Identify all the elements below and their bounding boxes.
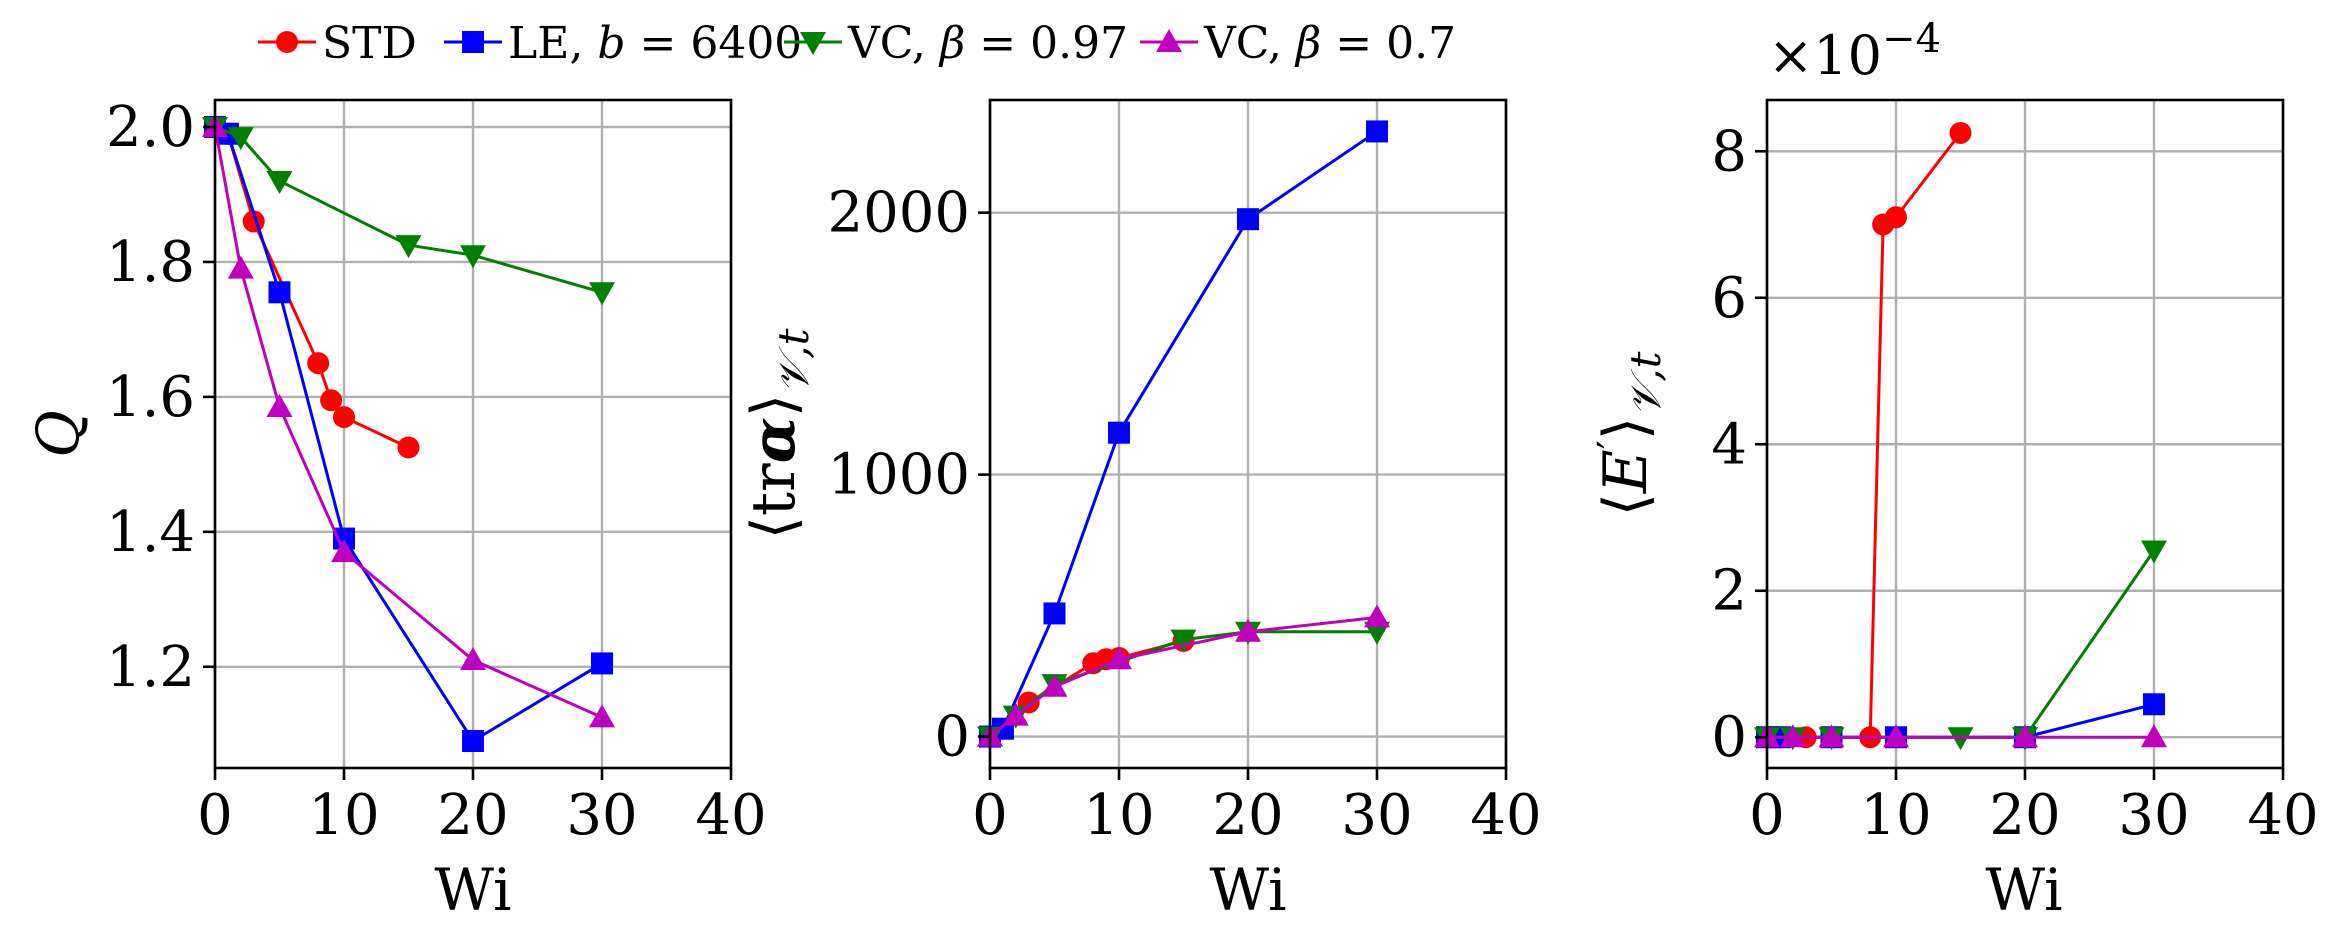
panel-q-series-2-point-1 — [227, 127, 254, 151]
panel-tralpha-ylabel: ⟨trα⟩𝒱,t — [739, 328, 818, 539]
panel-q-series-1-point-2 — [268, 281, 291, 304]
panel-energy-offset-label: ×10−4 — [1768, 16, 1941, 87]
panel-q-series-0-point-6 — [397, 436, 420, 459]
legend-marker-2 — [800, 32, 826, 55]
panel-tralpha-xtick-label-2: 20 — [1212, 783, 1283, 848]
panel-energy-series-2-line — [1767, 549, 2156, 739]
panel-q-series-1-point-3 — [333, 527, 355, 550]
panel-q-series-2-point-2 — [266, 170, 293, 194]
panel-q-series — [202, 113, 615, 753]
panel-energy-series-3-point-3 — [1883, 724, 1909, 748]
panel-q-series-1-point-5 — [591, 652, 613, 675]
panel-tralpha-xtick-label-3: 30 — [1341, 783, 1412, 848]
panel-tralpha-series-2-point-3 — [1170, 629, 1197, 653]
panel-q-series-0-point-4 — [320, 389, 343, 412]
panel-tralpha-grid — [988, 100, 1508, 768]
panel-q-ylabel: Q — [24, 410, 92, 458]
panel-q-series-3-point-2 — [266, 394, 293, 418]
panel-energy-series-3-point-2 — [1818, 724, 1845, 748]
panel-tralpha-xtick-label-0: 0 — [972, 783, 1008, 848]
legend-label-2: VC, β = 0.97 — [847, 18, 1128, 69]
panel-tralpha-ytick-label-1: 1000 — [827, 443, 970, 508]
panel-energy-xtick-label-3: 30 — [2118, 783, 2189, 848]
panel-q-xtick-label-0: 0 — [197, 783, 233, 848]
panel-tralpha-series-1-point-4 — [1237, 208, 1259, 231]
panel-q-xtick-label-2: 20 — [437, 783, 508, 848]
panel-q-series-2-point-5 — [589, 282, 615, 306]
panel-tralpha-xtick-label-1: 10 — [1083, 783, 1154, 848]
legend-marker-0 — [276, 31, 298, 53]
panel-q-series-1-point-4 — [462, 730, 484, 753]
panel-q-xtick-label-1: 10 — [308, 783, 379, 848]
panel-energy-ytick-label-3: 6 — [1711, 266, 1747, 331]
panel-q-xtick-label-3: 30 — [566, 783, 637, 848]
panel-q-ytick-label-1: 1.4 — [106, 500, 195, 565]
panel-tralpha-series-3-point-4 — [1235, 618, 1261, 642]
panel-tralpha-series-1-point-2 — [1043, 602, 1066, 625]
panel-energy-xtick-label-4: 40 — [2247, 783, 2318, 848]
panel-tralpha-ytick-label-2: 2000 — [827, 181, 970, 246]
panel-tralpha-ticks: 0 10 20 30 40 0 1000 2000 — [827, 181, 1541, 848]
legend-marker-1 — [462, 31, 484, 53]
panel-tralpha-series-3-point-5 — [1364, 604, 1390, 628]
panel-tralpha-ytick-label-0: 0 — [934, 705, 970, 770]
panel-energy-ytick-label-0: 0 — [1711, 705, 1747, 770]
panel-energy-series-0-point-5 — [1885, 206, 1907, 229]
panel-energy-series — [1754, 121, 2167, 751]
panel-q-ytick-label-0: 1.2 — [106, 635, 195, 700]
panel-q-series-3-line — [213, 126, 603, 719]
panel-q: 0 10 20 30 40 1.2 1.4 1.6 1.8 2.0 Wi Q — [24, 95, 767, 924]
panel-tralpha-series-1-point-5 — [1366, 120, 1388, 143]
panel-energy-series-3-point-5 — [2141, 724, 2167, 748]
panel-energy-ytick-label-2: 4 — [1711, 412, 1747, 477]
panel-q-series-3-point-5 — [589, 704, 615, 728]
panel-energy-series-3-point-1 — [1779, 724, 1806, 748]
panel-tralpha-series-3-point-2 — [1041, 673, 1068, 697]
panel-q-series-0-line — [214, 125, 410, 449]
panel-energy-series-1-point-5 — [2143, 693, 2165, 716]
panel-energy: 0 10 20 30 40 0 2 4 6 8 Wi ⟨E′⟩𝒱,t ×10−4 — [1590, 16, 2319, 924]
panel-q-series-3-point-3 — [331, 539, 357, 563]
panel-energy-xlabel: Wi — [1985, 856, 2062, 924]
panel-q-ytick-label-3: 1.8 — [106, 230, 195, 295]
panel-energy-series-0-point-6 — [1949, 121, 1972, 144]
legend-label-3: VC, β = 0.7 — [1203, 18, 1456, 69]
legend-label-0: STD — [322, 18, 417, 69]
panel-energy-series-3-point-4 — [2012, 724, 2038, 748]
panel-q-series-0-point-3 — [307, 352, 330, 375]
panel-energy-series-0-line — [1767, 132, 1962, 739]
panel-q-xlabel: Wi — [434, 856, 511, 924]
legend-label-1: LE, b = 6400 — [508, 18, 802, 69]
panel-energy-series-2-point-5 — [2141, 540, 2167, 564]
panel-q-ticks: 0 10 20 30 40 1.2 1.4 1.6 1.8 2.0 — [106, 95, 767, 848]
panel-tralpha: 0 10 20 30 40 0 1000 2000 Wi ⟨trα⟩𝒱,t — [739, 98, 1542, 924]
panel-energy-grid — [1765, 100, 2285, 768]
panel-q-ytick-label-4: 2.0 — [106, 95, 195, 160]
panel-q-series-3-point-1 — [227, 255, 254, 279]
panel-q-series-2-point-4 — [460, 245, 486, 269]
panel-q-series-2-point-3 — [395, 235, 422, 259]
panel-tralpha-series-3-point-3 — [1106, 646, 1132, 670]
panel-q-xtick-label-4: 40 — [695, 783, 766, 848]
panel-tralpha-series-1-point-3 — [1108, 421, 1130, 444]
panel-q-series-0-point-5 — [333, 406, 355, 429]
panel-energy-ylabel: ⟨E′⟩𝒱,t — [1590, 351, 1670, 516]
legend-marker-3 — [1156, 29, 1182, 52]
panel-q-series-3-point-4 — [460, 647, 486, 671]
panel-energy-xtick-label-0: 0 — [1749, 783, 1785, 848]
panel-energy-xtick-label-2: 20 — [1989, 783, 2060, 848]
panel-tralpha-series-2-point-5 — [1364, 621, 1390, 645]
panel-energy-ticks: 0 10 20 30 40 0 2 4 6 8 — [1711, 119, 2318, 848]
panel-energy-xtick-label-1: 10 — [1860, 783, 1931, 848]
panel-energy-ytick-label-1: 2 — [1711, 559, 1747, 624]
panel-q-series-1-line — [214, 125, 603, 744]
panel-tralpha-xtick-label-4: 40 — [1470, 783, 1541, 848]
panel-energy-ytick-label-4: 8 — [1711, 119, 1747, 184]
panel-tralpha-series — [977, 120, 1390, 750]
panel-tralpha-series-3-point-1 — [1002, 702, 1029, 726]
legend: STD LE, b = 6400 VC, β = 0.97 VC, β = 0.7 — [258, 18, 1456, 69]
panel-tralpha-xlabel: Wi — [1209, 856, 1286, 924]
panel-q-ytick-label-2: 1.6 — [106, 365, 195, 430]
